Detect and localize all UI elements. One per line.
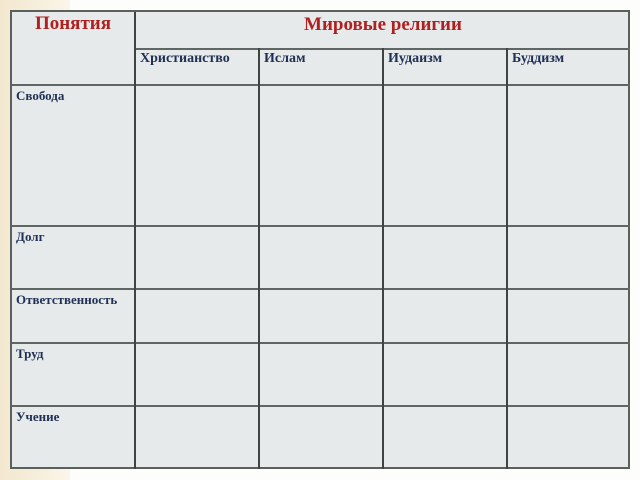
row-label-freedom: Свобода (16, 88, 65, 103)
grid-line (382, 48, 384, 469)
grid-line (506, 48, 508, 469)
row-label-responsibility: Ответственность (16, 292, 118, 307)
group-header: Мировые религии (304, 14, 462, 35)
column-header-judaism: Иудаизм (388, 51, 443, 66)
grid-line (12, 84, 630, 86)
grid-line (12, 405, 630, 407)
concepts-religions-table: Понятия Мировые религии Христианство Исл… (10, 10, 630, 469)
row-label-labor: Труд (16, 346, 44, 361)
corner-header: Понятия (34, 13, 112, 34)
column-header-christianity: Христианство (140, 51, 230, 66)
grid-line (134, 12, 136, 469)
grid-line (258, 48, 260, 469)
row-label-duty: Долг (16, 229, 45, 244)
grid-line (12, 342, 630, 344)
column-header-buddhism: Буддизм (512, 51, 565, 66)
column-header-islam: Ислам (264, 51, 306, 66)
row-label-teaching: Учение (16, 409, 60, 424)
grid-line (12, 288, 630, 290)
grid-line (12, 225, 630, 227)
